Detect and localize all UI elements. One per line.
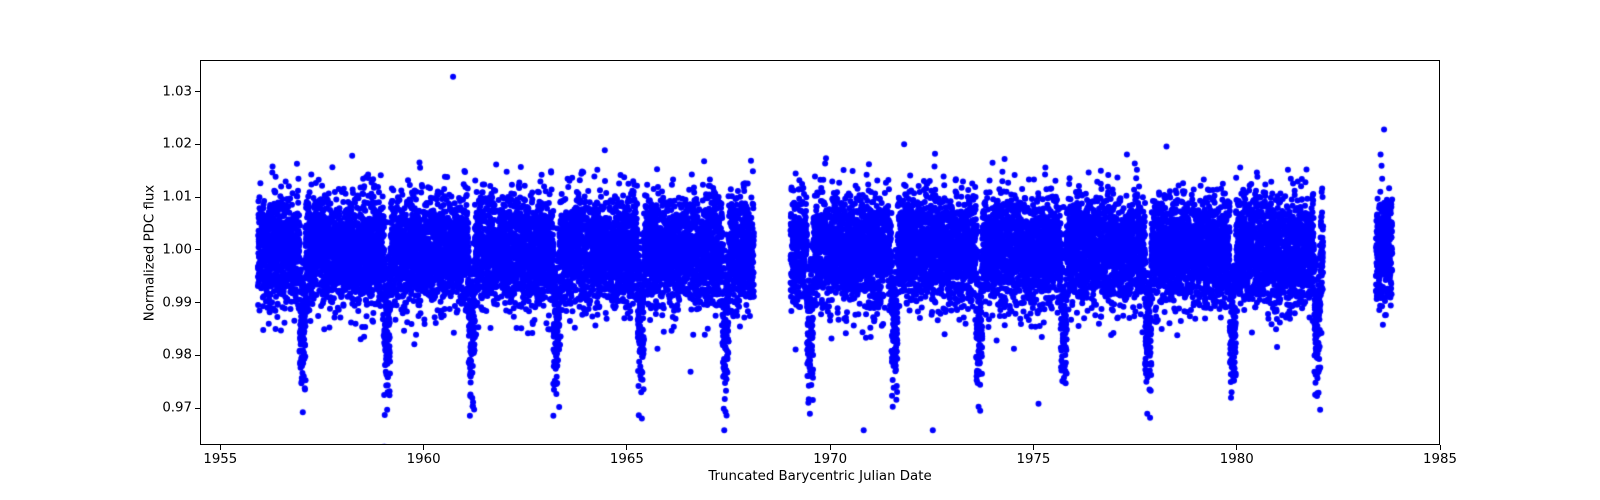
ytick-label: 0.98 <box>162 348 192 363</box>
ytick-mark <box>195 144 200 145</box>
x-axis-label: Truncated Barycentric Julian Date <box>708 469 931 484</box>
scatter-canvas <box>201 61 1439 444</box>
ytick-mark <box>195 355 200 356</box>
ytick-label: 0.99 <box>162 295 192 310</box>
scatter-plot <box>201 61 1439 444</box>
xtick-label: 1960 <box>407 452 441 467</box>
ytick-label: 1.00 <box>162 242 192 257</box>
xtick-label: 1970 <box>813 452 847 467</box>
ytick-label: 0.97 <box>162 401 192 416</box>
ytick-mark <box>195 302 200 303</box>
xtick-mark <box>423 445 424 450</box>
ytick-label: 1.03 <box>162 84 192 99</box>
xtick-mark <box>626 445 627 450</box>
xtick-label: 1955 <box>203 452 237 467</box>
ytick-label: 1.02 <box>162 137 192 152</box>
xtick-mark <box>1033 445 1034 450</box>
xtick-mark <box>830 445 831 450</box>
xtick-label: 1980 <box>1220 452 1254 467</box>
ytick-mark <box>195 91 200 92</box>
figure: Truncated Barycentric Julian Date Normal… <box>0 0 1600 500</box>
axes-frame <box>200 60 1440 445</box>
ytick-label: 1.01 <box>162 190 192 205</box>
xtick-label: 1965 <box>610 452 644 467</box>
ytick-mark <box>195 197 200 198</box>
xtick-label: 1975 <box>1016 452 1050 467</box>
xtick-mark <box>220 445 221 450</box>
xtick-label: 1985 <box>1423 452 1457 467</box>
y-axis-label: Normalized PDC flux <box>143 184 158 320</box>
ytick-mark <box>195 249 200 250</box>
xtick-mark <box>1440 445 1441 450</box>
ytick-mark <box>195 408 200 409</box>
xtick-mark <box>1236 445 1237 450</box>
